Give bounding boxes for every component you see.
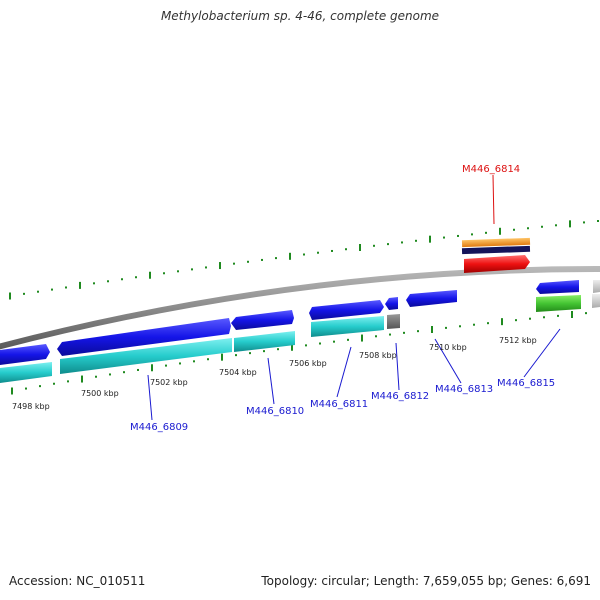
leader-line (395, 342, 400, 391)
tick-label: 7506 kbp (289, 359, 327, 368)
outer-tick-row (9, 220, 599, 300)
gene-feature[interactable] (0, 344, 50, 365)
gene-feature[interactable] (536, 280, 579, 294)
gene-feature-highlighted[interactable] (464, 255, 530, 273)
tick-label: 7512 kbp (499, 336, 537, 345)
accession-text: Accession: NC_010511 (9, 574, 146, 588)
gene-label-m446-6813[interactable]: M446_6813 (435, 384, 493, 395)
lane-feature (311, 316, 384, 337)
leader-line (492, 174, 495, 225)
secondary-lane-features (0, 294, 600, 383)
gene-label-m446-6811[interactable]: M446_6811 (310, 399, 368, 410)
gene-label-m446-6809[interactable]: M446_6809 (130, 422, 188, 433)
gene-label-m446-6810[interactable]: M446_6810 (246, 406, 304, 417)
gene-label-m446-6812[interactable]: M446_6812 (371, 391, 429, 402)
coordinate-labels: 7498 kbp 7500 kbp 7502 kbp 7504 kbp 7506… (12, 336, 537, 411)
tick-label: 7498 kbp (12, 402, 50, 411)
gene-feature[interactable] (406, 290, 457, 307)
gene-subfeature-orange (461, 237, 531, 248)
genome-title: Methylobacterium sp. 4-46, complete geno… (160, 9, 440, 23)
lane-feature (234, 331, 295, 352)
tick-label: 7508 kbp (359, 351, 397, 360)
gene-feature[interactable] (231, 310, 294, 330)
gene-label-m446-6814[interactable]: M446_6814 (462, 164, 520, 175)
topology-summary: Topology: circular; Length: 7,659,055 bp… (261, 574, 591, 588)
gene-label-m446-6815[interactable]: M446_6815 (497, 378, 555, 389)
leader-line (434, 338, 462, 384)
tick-label: 7500 kbp (81, 389, 119, 398)
gene-subfeature-navy (461, 245, 531, 255)
lane-feature (536, 295, 581, 312)
tick-label: 7502 kbp (150, 378, 188, 387)
leader-line (267, 357, 275, 405)
gene-feature[interactable] (385, 297, 398, 310)
lane-feature (387, 314, 400, 329)
tick-label: 7504 kbp (219, 368, 257, 377)
gene-labels: M446_6809 M446_6810 M446_6811 M446_6812 … (130, 164, 555, 433)
lane-feature (0, 362, 52, 383)
leader-line (523, 328, 561, 378)
gene-feature[interactable] (57, 318, 231, 356)
inner-tick-row (11, 310, 587, 395)
gene-feature[interactable] (309, 300, 384, 320)
leader-line (336, 346, 352, 398)
lane-feature (592, 294, 600, 308)
label-leader-lines (147, 174, 561, 421)
lane-feature (60, 338, 232, 374)
forward-strand-features (0, 237, 600, 365)
leader-line (147, 374, 153, 421)
tick-label: 7510 kbp (429, 343, 467, 352)
gene-feature[interactable] (593, 280, 600, 293)
